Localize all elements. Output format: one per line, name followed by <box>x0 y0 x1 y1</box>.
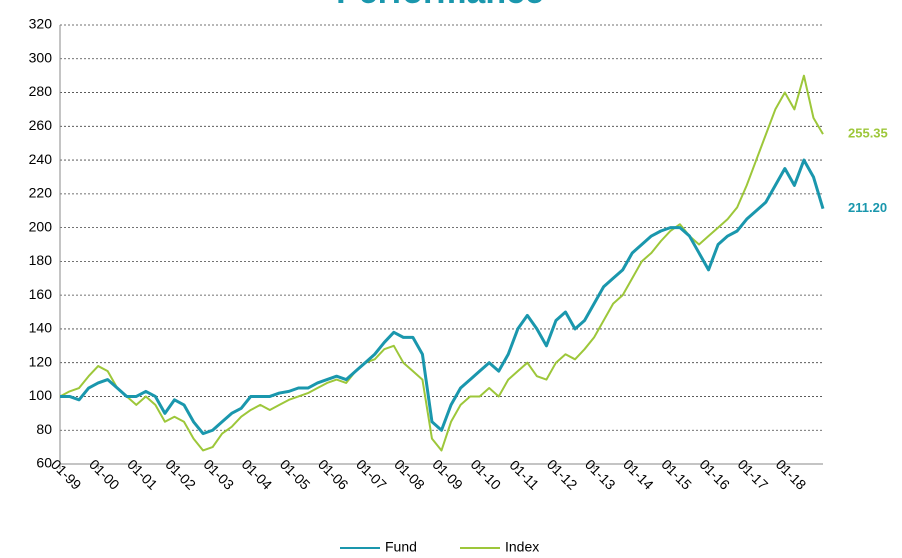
x-tick-label: 01-13 <box>582 456 619 493</box>
x-tick-label: 01-11 <box>506 457 542 493</box>
y-tick-label: 320 <box>29 16 53 32</box>
x-tick-label: 01-05 <box>277 456 314 493</box>
x-tick-label: 01-18 <box>773 456 810 493</box>
y-tick-label: 220 <box>29 185 53 201</box>
x-tick-label: 01-99 <box>48 456 85 493</box>
x-tick-label: 01-03 <box>201 456 238 493</box>
x-tick-label: 01-15 <box>658 456 695 493</box>
y-tick-label: 80 <box>36 421 52 437</box>
x-tick-label: 01-17 <box>735 456 772 493</box>
x-tick-label: 01-00 <box>86 456 123 493</box>
y-tick-label: 160 <box>29 286 53 302</box>
x-tick-label: 01-07 <box>353 456 390 493</box>
y-tick-label: 260 <box>29 117 53 133</box>
legend-label: Fund <box>385 539 417 555</box>
y-tick-label: 180 <box>29 252 53 268</box>
x-tick-label: 01-06 <box>315 456 352 493</box>
x-tick-label: 01-09 <box>429 456 466 493</box>
y-tick-label: 280 <box>29 83 53 99</box>
line-1 <box>59 74 824 452</box>
chart-title: Performance <box>336 0 544 11</box>
x-tick-label: 01-04 <box>239 456 276 493</box>
x-tick-label: 01-08 <box>391 456 428 493</box>
y-tick-label: 120 <box>29 353 53 369</box>
end-value-label: 211.20 <box>848 200 887 215</box>
x-tick-label: 01-14 <box>620 456 657 493</box>
y-tick-label: 100 <box>29 387 53 403</box>
x-tick-label: 01-16 <box>696 456 733 493</box>
x-tick-label: 01-10 <box>468 456 505 493</box>
y-tick-label: 200 <box>29 218 53 234</box>
y-tick-label: 60 <box>36 455 52 471</box>
y-tick-label: 140 <box>29 320 53 336</box>
x-tick-label: 01-02 <box>162 456 199 493</box>
end-value-label: 255.35 <box>848 126 888 141</box>
y-tick-label: 240 <box>29 151 53 167</box>
legend-label: Index <box>505 539 539 555</box>
x-tick-label: 01-01 <box>124 456 161 493</box>
line-0 <box>60 158 825 436</box>
x-tick-label: 01-12 <box>544 456 581 493</box>
y-tick-label: 300 <box>29 49 53 65</box>
